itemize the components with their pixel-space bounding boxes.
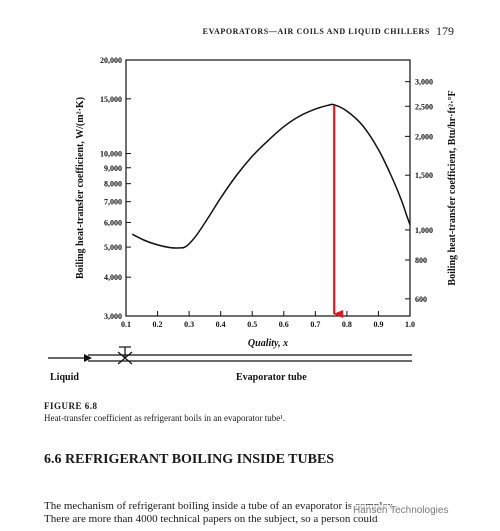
figure-chart: 0.1 0.2 0.3 0.4 0.5 0.6 0.7 0.8 0.9 1.0 3,000 4,000… [48, 56, 458, 383]
body-line: The mechanism of refrigerant boiling ins… [44, 500, 396, 512]
y-tick-label-right: 3,000 [415, 78, 433, 87]
figure-caption: Heat-transfer coefficient as refrigerant… [44, 413, 286, 423]
page-number: 179 [436, 24, 454, 38]
section-title: 6.6 REFRIGERANT BOILING INSIDE TUBES [44, 452, 335, 467]
y-tick-label-left: 6,000 [104, 218, 122, 227]
y-axis-label-left: Boiling heat-transfer coefficient, W/(m²… [75, 97, 86, 279]
x-tick-label: 0.8 [342, 320, 352, 329]
y-tick-label-left: 4,000 [104, 273, 122, 282]
y-tick-label-left: 5,000 [104, 243, 122, 252]
y-tick-label-right: 1,500 [415, 171, 433, 180]
y-tick-label-right: 800 [415, 256, 427, 265]
liquid-label: Liquid [50, 372, 79, 383]
watermark: Hansen Technologies [351, 505, 451, 516]
x-tick-label: 0.6 [279, 320, 289, 329]
body-text: The mechanism of refrigerant boiling ins… [44, 500, 474, 526]
y-tick-label-left: 9,000 [104, 164, 122, 173]
running-head: EVAPORATORS—AIR COILS AND LIQUID CHILLER… [202, 27, 430, 36]
y-axis-label-right: Boiling heat-transfer coefficient, Btu/h… [447, 90, 458, 285]
evaporator-tube-diagram [48, 346, 412, 365]
body-line: There are more than 4000 technical paper… [44, 513, 378, 525]
y-tick-label-right: 600 [415, 295, 427, 304]
y-tick-label-left: 3,000 [104, 312, 122, 321]
y-tick-label-left: 10,000 [100, 150, 122, 159]
figure-label: FIGURE 6.8 [44, 401, 98, 411]
y-tick-label-right: 1,000 [415, 226, 433, 235]
x-tick-label: 0.2 [153, 320, 163, 329]
plot-frame [125, 59, 411, 317]
y-tick-label-left: 7,000 [104, 198, 122, 207]
x-axis-label: Quality, x [248, 338, 288, 349]
y-tick-label-right: 2,000 [415, 132, 433, 141]
series-line [131, 103, 411, 249]
x-tick-label: 0.9 [373, 320, 383, 329]
evaporator-tube-label: Evaporator tube [236, 372, 307, 383]
x-tick-label: 0.4 [216, 320, 226, 329]
expansion-valve-icon [117, 346, 133, 365]
x-tick-label: 0.1 [121, 320, 131, 329]
x-tick-label: 0.5 [247, 320, 257, 329]
y-tick-label-right: 2,500 [415, 102, 433, 111]
y-tick-label-left: 20,000 [100, 56, 122, 65]
x-tick-label: 0.3 [184, 320, 194, 329]
y-tick-label-left: 8,000 [104, 180, 122, 189]
x-tick-label: 1.0 [405, 320, 415, 329]
y-tick-label-left: 15,000 [100, 95, 122, 104]
x-tick-label: 0.7 [310, 320, 320, 329]
